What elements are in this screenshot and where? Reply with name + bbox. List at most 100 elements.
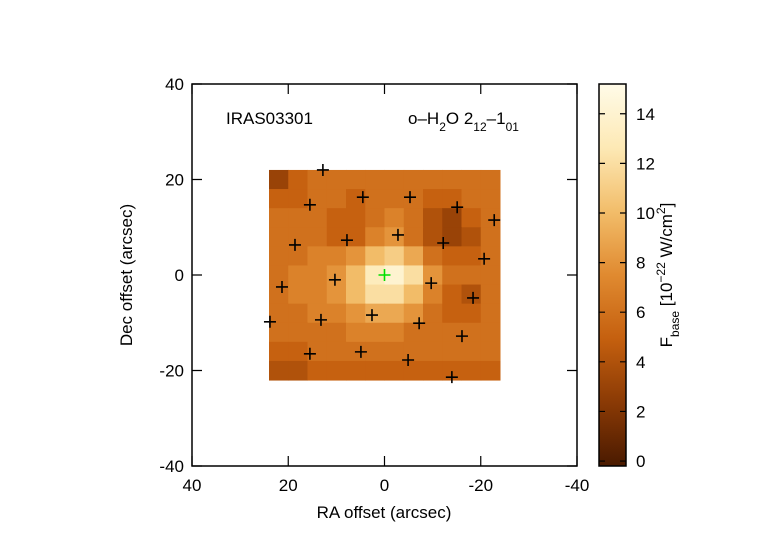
heat-cell	[307, 341, 328, 362]
colorbar-tick-label: 6	[636, 303, 645, 322]
annotation: o–H2O 212–101	[408, 109, 519, 134]
colorbar-label: Fbase [10−22 W/cm2]	[654, 203, 682, 348]
heat-cell	[403, 341, 424, 362]
heat-cell	[346, 322, 366, 343]
position-marker	[340, 234, 353, 247]
colorbar-label-part: ]	[657, 203, 676, 208]
position-marker	[451, 201, 464, 214]
heat-cell	[384, 303, 405, 324]
heat-cell	[288, 246, 308, 266]
heat-cell	[403, 360, 424, 381]
heat-cell	[403, 284, 424, 305]
heat-cell	[403, 189, 424, 209]
heat-cell	[442, 303, 462, 324]
heat-cell	[461, 341, 482, 362]
heat-cell	[346, 208, 366, 228]
heat-cell	[461, 246, 482, 266]
heat-cell	[269, 322, 289, 343]
position-marker	[467, 291, 480, 304]
heat-cell	[365, 189, 385, 209]
heat-cell	[442, 246, 462, 266]
x-tick-label: 20	[279, 476, 298, 495]
position-marker	[303, 347, 316, 360]
heat-cell	[461, 169, 482, 190]
heat-cell	[384, 322, 405, 343]
heat-cell	[365, 284, 385, 305]
position-marker	[402, 353, 415, 366]
heat-cell	[365, 208, 385, 228]
heat-cell	[307, 322, 328, 343]
colorbar-tick-label: 8	[636, 254, 645, 273]
y-tick-label: -20	[159, 362, 184, 381]
position-marker	[391, 228, 404, 241]
x-axis-label: RA offset (arcsec)	[317, 503, 452, 522]
heat-cell	[346, 303, 366, 324]
heat-cell	[346, 265, 366, 286]
colorbar-tick-label: 14	[636, 105, 655, 124]
y-tick-label: 40	[165, 75, 184, 94]
heat-cell	[307, 246, 328, 266]
heat-cell	[442, 189, 462, 209]
heat-cell	[269, 227, 289, 247]
heat-cell	[423, 341, 443, 362]
annotation-part: 01	[506, 120, 520, 134]
heat-cell	[384, 246, 405, 266]
heat-cell	[269, 265, 289, 286]
heat-cell	[326, 189, 347, 209]
heat-cell	[365, 246, 385, 266]
heat-cell	[288, 265, 308, 286]
heat-cell	[269, 303, 289, 324]
heat-cell	[326, 265, 347, 286]
colorbar-tick-label: 12	[636, 154, 655, 173]
heat-cell	[403, 227, 424, 247]
heat-cell	[480, 189, 501, 209]
heat-cell	[365, 227, 385, 247]
heat-cell	[423, 246, 443, 266]
heat-cell	[461, 265, 482, 286]
heat-cell	[461, 322, 482, 343]
heat-cell	[269, 341, 289, 362]
heat-cell	[307, 360, 328, 381]
heat-cell	[307, 169, 328, 190]
heat-cell	[288, 169, 308, 190]
heat-cell	[365, 341, 385, 362]
colorbar-tick-label: 4	[636, 353, 645, 372]
heat-cell	[403, 246, 424, 266]
heat-cell	[365, 265, 385, 286]
heat-cell	[326, 227, 347, 247]
heat-cell	[403, 208, 424, 228]
annotation-part: 12	[473, 120, 487, 134]
colorbar-label-part: [10	[657, 283, 676, 311]
heat-cell	[269, 284, 289, 305]
heat-cell	[461, 284, 482, 305]
heat-cell	[288, 227, 308, 247]
heat-cell	[288, 189, 308, 209]
position-marker	[437, 237, 450, 250]
position-marker	[303, 198, 316, 211]
heat-cell	[403, 169, 424, 190]
heat-cell	[346, 360, 366, 381]
heat-cell	[423, 227, 443, 247]
heat-cell	[307, 227, 328, 247]
heat-cell	[346, 246, 366, 266]
colorbar-label-part: 2	[654, 207, 668, 214]
heat-cell	[442, 169, 462, 190]
heat-cell	[384, 265, 405, 286]
heat-cell	[480, 360, 501, 381]
heat-cell	[423, 284, 443, 305]
heat-cell	[288, 360, 308, 381]
heat-cell	[480, 169, 501, 190]
heat-cell	[480, 322, 501, 343]
heat-cell	[288, 322, 308, 343]
colorbar	[598, 83, 627, 467]
y-axis-label: Dec offset (arcsec)	[117, 204, 136, 346]
heat-cell	[307, 208, 328, 228]
heat-cell	[288, 284, 308, 305]
heat-cell	[480, 227, 501, 247]
heat-cell	[423, 208, 443, 228]
heat-cell	[442, 341, 462, 362]
heat-cell	[442, 322, 462, 343]
heat-cell	[461, 360, 482, 381]
heat-cell	[269, 169, 289, 190]
position-marker	[404, 191, 417, 204]
